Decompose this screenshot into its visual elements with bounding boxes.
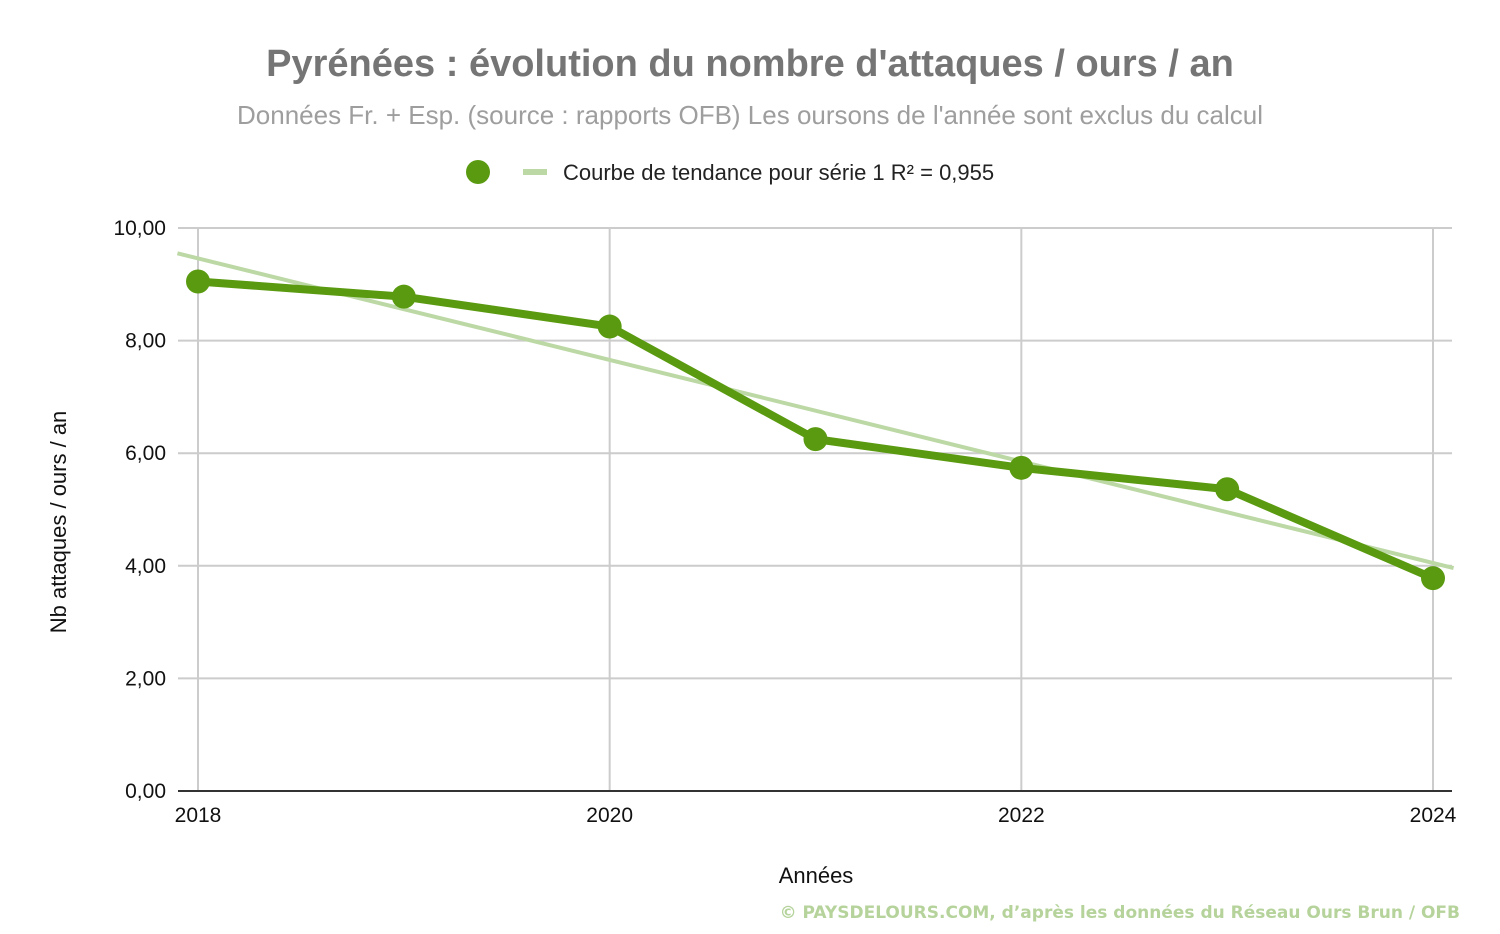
grid [178, 227, 1452, 792]
data-point [1215, 477, 1240, 502]
data-point [1421, 566, 1445, 591]
data-point [186, 269, 210, 294]
y-tick-label: 0,00 [125, 780, 166, 803]
tick-labels: 0,00 2,00 4,00 6,00 8,00 10,00 2018 2020 2022 202… [113, 217, 1456, 827]
chart-subtitle: Données Fr. + Esp. (source : rapports OF… [237, 100, 1263, 130]
data-point [803, 427, 828, 452]
data-point [597, 314, 622, 339]
legend-trendline-label: Courbe de tendance pour série 1 R² = 0,9… [563, 160, 994, 185]
y-tick-label: 8,00 [125, 330, 166, 353]
data-point [391, 284, 416, 309]
legend: Courbe de tendance pour série 1 R² = 0,9… [466, 160, 994, 185]
x-tick-label: 2020 [586, 804, 633, 827]
x-tick-label: 2018 [175, 804, 222, 827]
x-tick-label: 2024 [1410, 804, 1457, 827]
y-tick-label: 6,00 [125, 442, 166, 465]
credit-footer: © PAYSDELOURS.COM, d’après les données d… [780, 903, 1460, 923]
x-axis-title: Années [779, 863, 854, 888]
x-tick-label: 2022 [998, 804, 1045, 827]
y-tick-label: 4,00 [125, 555, 166, 578]
series-layer [186, 269, 1445, 591]
legend-series-marker [466, 160, 490, 184]
trendline-layer [176, 251, 1455, 570]
y-tick-label: 2,00 [125, 667, 166, 690]
chart-title: Pyrénées : évolution du nombre d'attaque… [266, 43, 1234, 85]
y-tick-label: 10,00 [113, 217, 166, 240]
data-point [1009, 455, 1034, 480]
trendline [176, 251, 1455, 570]
legend-trendline-swatch [523, 169, 547, 175]
y-axis-title: Nb attaques / ours / an [46, 411, 71, 634]
